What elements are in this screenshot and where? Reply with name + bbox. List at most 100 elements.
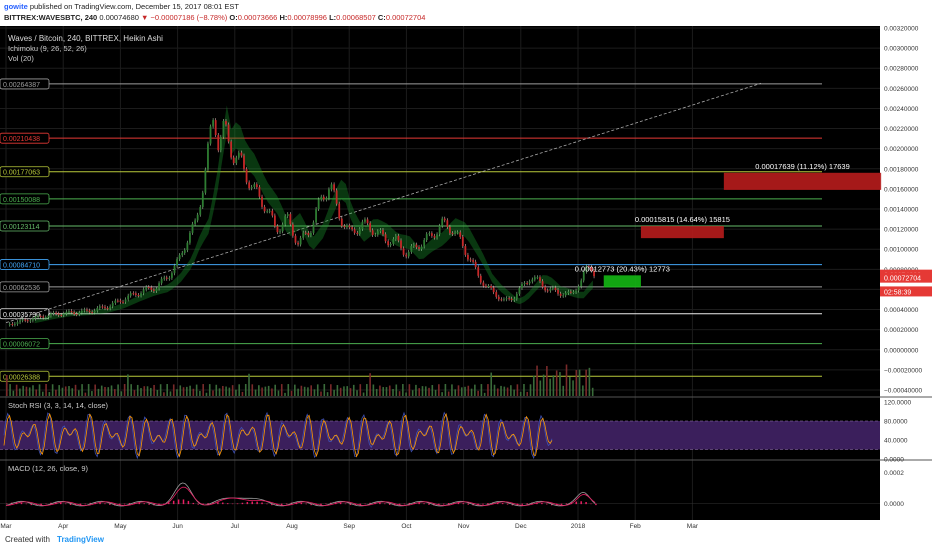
ohlc-open: 0.00073666	[237, 13, 278, 22]
macd-histogram-bar	[60, 502, 62, 505]
candle	[315, 209, 317, 223]
volume-bar	[297, 388, 299, 396]
fib-level-tag	[0, 78, 50, 90]
volume-bar	[163, 392, 165, 396]
candle	[415, 244, 418, 248]
candle	[96, 307, 99, 311]
volume-bar	[418, 388, 421, 396]
candle	[443, 218, 446, 221]
volume-bar	[189, 385, 191, 396]
macd-histogram-bar	[398, 503, 401, 506]
candle	[165, 277, 168, 279]
candle	[513, 298, 516, 300]
candle	[91, 312, 94, 314]
candle	[479, 275, 482, 283]
candle	[212, 120, 215, 127]
volume-bar	[362, 392, 365, 396]
candle	[37, 315, 39, 317]
candle	[366, 219, 369, 224]
candle	[44, 317, 47, 319]
candle	[266, 211, 269, 213]
candle	[109, 306, 112, 309]
macd-histogram-bar	[236, 503, 239, 505]
macd-histogram-bar	[138, 502, 141, 505]
volume-bar	[51, 384, 54, 396]
publish-info: published on TradingView.com, December 1…	[29, 2, 240, 11]
price-tick-label: 0.00260000	[884, 86, 919, 93]
time-tick-label: Aug	[286, 523, 298, 530]
candle	[523, 283, 526, 285]
candle	[132, 293, 135, 295]
candle	[500, 299, 503, 301]
volume-bar	[310, 385, 312, 396]
volume-bar	[15, 384, 18, 396]
volume-bar	[284, 392, 286, 396]
candle	[567, 291, 570, 294]
macd-histogram-bar	[197, 503, 199, 505]
volume-bar	[222, 385, 224, 396]
target-label: 0.00017639 (11.12%) 17639	[755, 162, 850, 171]
volume-bar	[444, 384, 447, 396]
fib-level-label: 0.00150088	[3, 197, 40, 204]
candle	[65, 311, 68, 314]
time-tick-label: 2018	[571, 523, 586, 530]
candle	[518, 288, 521, 294]
candle	[286, 214, 289, 217]
macd-histogram-bar	[590, 503, 592, 505]
price-tick-label: 0.00120000	[884, 227, 919, 234]
author-link[interactable]: gowite	[4, 2, 28, 11]
volume-bar	[202, 384, 204, 396]
macd-histogram-bar	[177, 499, 180, 505]
candle	[495, 292, 498, 297]
macd-histogram-bar	[64, 503, 67, 505]
candle	[196, 214, 199, 221]
candle	[137, 295, 140, 297]
stoch-k-line	[3, 411, 553, 460]
candle	[328, 189, 330, 199]
time-axis-panel	[0, 520, 880, 532]
volume-bar	[156, 390, 159, 396]
macd-histogram-bar	[212, 502, 214, 505]
candle	[348, 225, 351, 228]
candle	[582, 271, 585, 281]
volume-bar	[235, 389, 237, 396]
macd-histogram-bar	[25, 503, 28, 505]
macd-histogram-bar	[217, 502, 219, 505]
time-tick-label: Sep	[343, 523, 355, 530]
macd-histogram-bar	[202, 503, 204, 505]
volume-bar	[539, 380, 542, 396]
candle	[253, 184, 256, 187]
volume-bar	[513, 389, 515, 396]
candle	[240, 152, 243, 156]
price-chart[interactable]: 0.00320000 0.00300000 0.00280000 0.00260000…	[0, 26, 932, 532]
volume-bar	[451, 384, 453, 396]
macd-histogram-bar	[192, 502, 195, 505]
candle	[21, 319, 24, 321]
volume-bar	[398, 391, 401, 396]
tradingview-logo[interactable]: TradingView	[57, 535, 104, 544]
target-box	[640, 226, 724, 239]
macd-histogram-bar	[413, 502, 416, 505]
volume-bar	[408, 384, 411, 396]
candle	[227, 124, 230, 142]
fib-level-tag	[0, 132, 50, 144]
volume-bar	[231, 385, 234, 396]
macd-histogram-bar	[492, 502, 494, 505]
candle	[521, 284, 523, 289]
volume-bar	[346, 386, 349, 396]
macd-histogram-bar	[369, 502, 371, 505]
volume-bar	[78, 390, 80, 396]
volume-bar	[61, 387, 64, 396]
candle	[580, 280, 583, 287]
volume-bar	[572, 380, 574, 396]
macd-histogram-bar	[20, 502, 23, 505]
volume-bar	[568, 376, 571, 396]
candle	[464, 246, 467, 255]
price-tick-label: 0.00000000	[884, 347, 919, 354]
candle	[173, 265, 176, 274]
volume-bar	[35, 389, 38, 396]
macd-histogram-bar	[546, 503, 548, 505]
ohlc-low: 0.00068507	[336, 13, 376, 22]
volume-bar	[591, 387, 594, 396]
candle	[477, 267, 480, 276]
